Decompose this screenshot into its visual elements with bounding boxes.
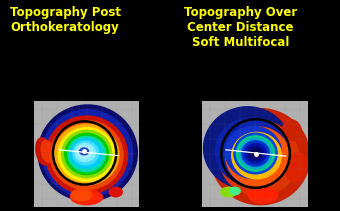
Text: Topography Post
Orthokeratology: Topography Post Orthokeratology [10, 6, 121, 34]
Ellipse shape [215, 118, 286, 185]
Ellipse shape [42, 110, 133, 197]
Ellipse shape [41, 141, 53, 162]
Ellipse shape [65, 133, 108, 175]
Ellipse shape [232, 133, 282, 179]
Ellipse shape [242, 141, 269, 166]
Ellipse shape [248, 147, 263, 160]
Ellipse shape [38, 105, 137, 201]
Ellipse shape [249, 187, 277, 203]
Ellipse shape [286, 153, 307, 181]
Ellipse shape [75, 143, 95, 161]
Ellipse shape [50, 120, 123, 190]
Ellipse shape [36, 138, 51, 165]
Ellipse shape [239, 138, 272, 169]
Ellipse shape [70, 139, 102, 168]
Ellipse shape [80, 148, 88, 155]
Ellipse shape [251, 150, 260, 157]
Ellipse shape [78, 146, 92, 158]
Ellipse shape [211, 109, 310, 205]
Ellipse shape [71, 190, 103, 205]
Ellipse shape [62, 130, 112, 178]
Ellipse shape [225, 126, 282, 179]
Ellipse shape [68, 136, 105, 172]
Ellipse shape [283, 120, 301, 141]
Ellipse shape [245, 144, 266, 163]
Ellipse shape [237, 136, 274, 171]
Ellipse shape [54, 124, 119, 185]
Ellipse shape [221, 187, 237, 197]
Text: Topography Over
Center Distance
Soft Multifocal: Topography Over Center Distance Soft Mul… [184, 6, 297, 49]
Ellipse shape [220, 121, 299, 196]
Ellipse shape [109, 187, 122, 197]
Ellipse shape [204, 107, 291, 189]
Ellipse shape [226, 127, 289, 187]
Ellipse shape [71, 189, 92, 201]
Ellipse shape [234, 133, 277, 174]
Ellipse shape [46, 116, 128, 194]
Ellipse shape [73, 141, 99, 165]
Ellipse shape [230, 187, 240, 195]
Ellipse shape [58, 128, 115, 181]
